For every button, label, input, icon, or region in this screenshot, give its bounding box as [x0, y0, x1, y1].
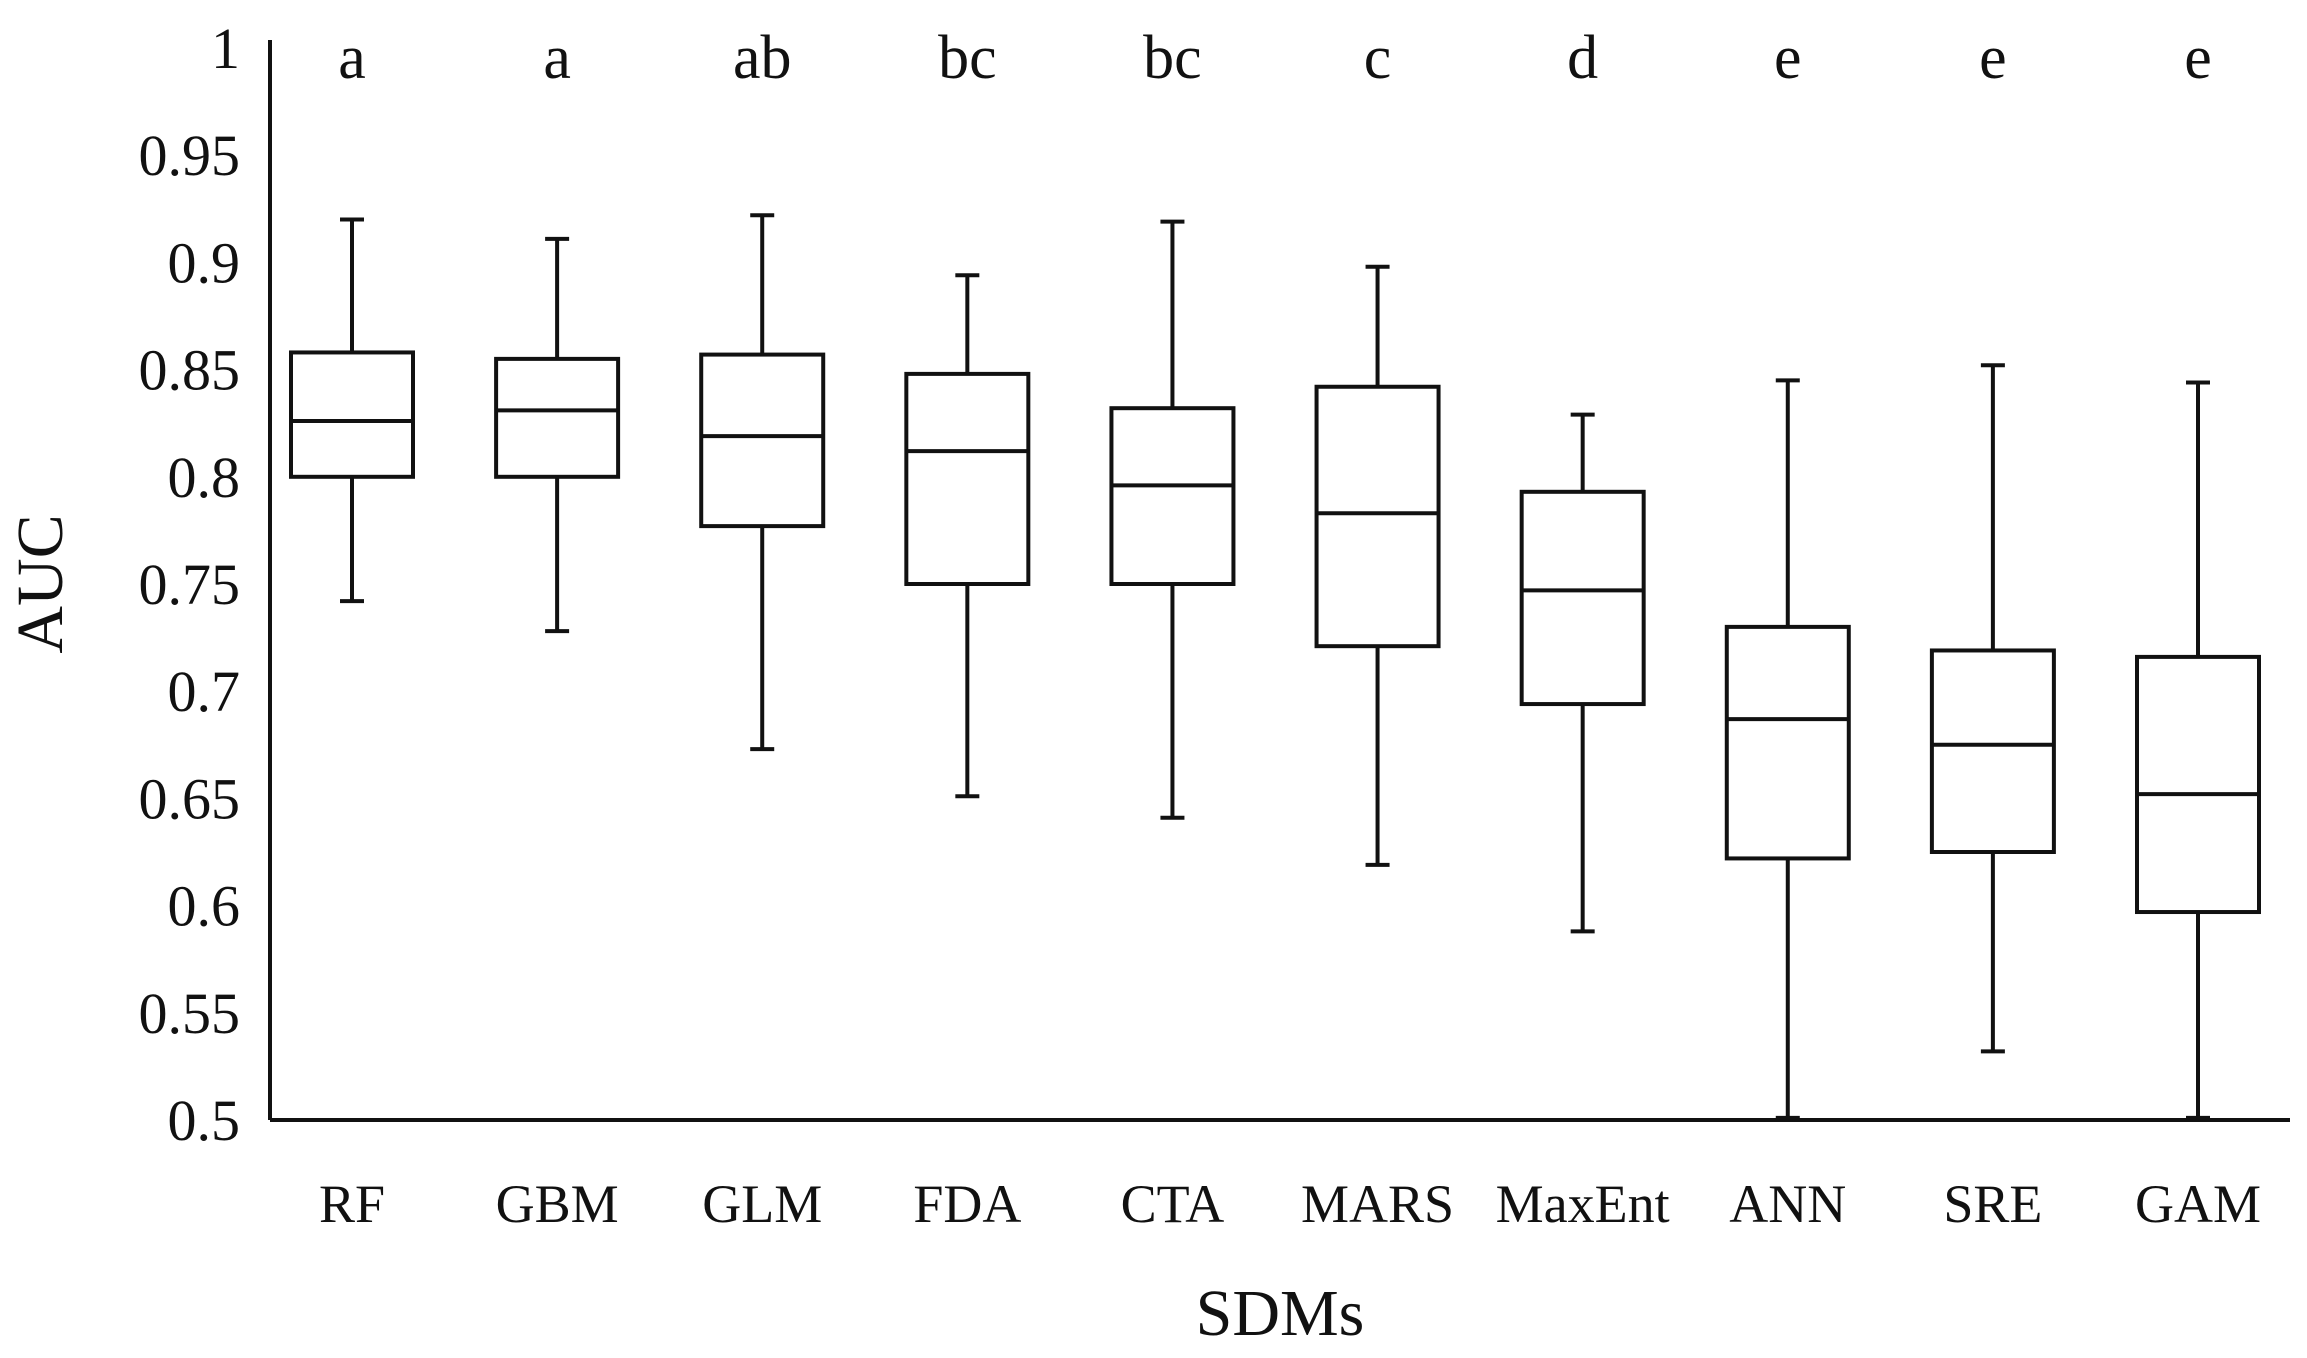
- y-tick-label: 0.6: [168, 874, 241, 939]
- y-tick-label: 0.8: [168, 445, 241, 510]
- significance-letter: bc: [938, 24, 997, 92]
- category-label: ANN: [1729, 1174, 1846, 1234]
- category-label: MaxEnt: [1496, 1174, 1670, 1234]
- box-fda: [904, 273, 1031, 799]
- significance-letter: bc: [1143, 24, 1202, 92]
- significance-letter: ab: [733, 24, 792, 92]
- significance-letter: e: [2184, 24, 2212, 92]
- box-mars: [1314, 264, 1441, 867]
- y-tick-label: 0.5: [168, 1088, 241, 1153]
- y-tick-label: 0.7: [168, 659, 241, 724]
- iqr-box: [289, 350, 415, 479]
- box-series: [289, 213, 2261, 1120]
- y-axis-title: AUC: [4, 514, 77, 653]
- y-tick-label: 0.55: [139, 981, 241, 1046]
- significance-letter: c: [1364, 24, 1392, 92]
- category-label: MARS: [1301, 1174, 1454, 1234]
- box-cta: [1109, 219, 1236, 820]
- iqr-box: [494, 356, 621, 479]
- y-tick-labels: 0.5 0.55 0.6 0.65 0.7 0.75 0.8 0.85 0.9 0.95 1: [139, 16, 241, 1153]
- box-rf: [289, 217, 415, 604]
- iqr-box: [1109, 406, 1236, 586]
- y-tick-label: 0.65: [139, 766, 241, 831]
- box-glm: [699, 213, 826, 752]
- category-label: RF: [319, 1174, 385, 1234]
- y-tick-label: 0.95: [139, 123, 241, 188]
- iqr-box: [1314, 384, 1441, 649]
- category-label: CTA: [1121, 1174, 1225, 1234]
- significance-letter: d: [1567, 24, 1598, 92]
- significance-letters: a a ab bc bc c d e e e: [338, 24, 2212, 92]
- box-gam: [2135, 380, 2261, 1120]
- iqr-box: [1519, 489, 1646, 707]
- category-label: GLM: [702, 1174, 822, 1234]
- box-ann: [1724, 378, 1851, 1120]
- category-label: GBM: [496, 1174, 619, 1234]
- y-tick-label: 0.9: [168, 230, 241, 295]
- iqr-box: [1724, 624, 1851, 861]
- axes: [268, 40, 2290, 1122]
- box-maxent: [1519, 412, 1646, 934]
- category-label: FDA: [913, 1174, 1021, 1234]
- x-axis-title: SDMs: [1196, 1277, 1365, 1350]
- y-tick-label: 1: [211, 16, 240, 81]
- significance-letter: a: [543, 24, 571, 92]
- category-labels: RF GBM GLM FDA CTA MARS MaxEnt ANN SRE GAM: [319, 1174, 2261, 1234]
- category-label: SRE: [1943, 1174, 2042, 1234]
- y-tick-label: 0.75: [139, 552, 241, 617]
- category-label: GAM: [2135, 1174, 2261, 1234]
- iqr-box: [699, 352, 826, 529]
- iqr-box: [2135, 654, 2261, 915]
- box-sre: [1929, 363, 2056, 1054]
- significance-letter: e: [1774, 24, 1802, 92]
- iqr-box: [904, 371, 1031, 586]
- y-tick-label: 0.85: [139, 338, 241, 403]
- significance-letter: a: [338, 24, 366, 92]
- box-gbm: [494, 236, 621, 634]
- iqr-box: [1929, 648, 2056, 854]
- significance-letter: e: [1979, 24, 2007, 92]
